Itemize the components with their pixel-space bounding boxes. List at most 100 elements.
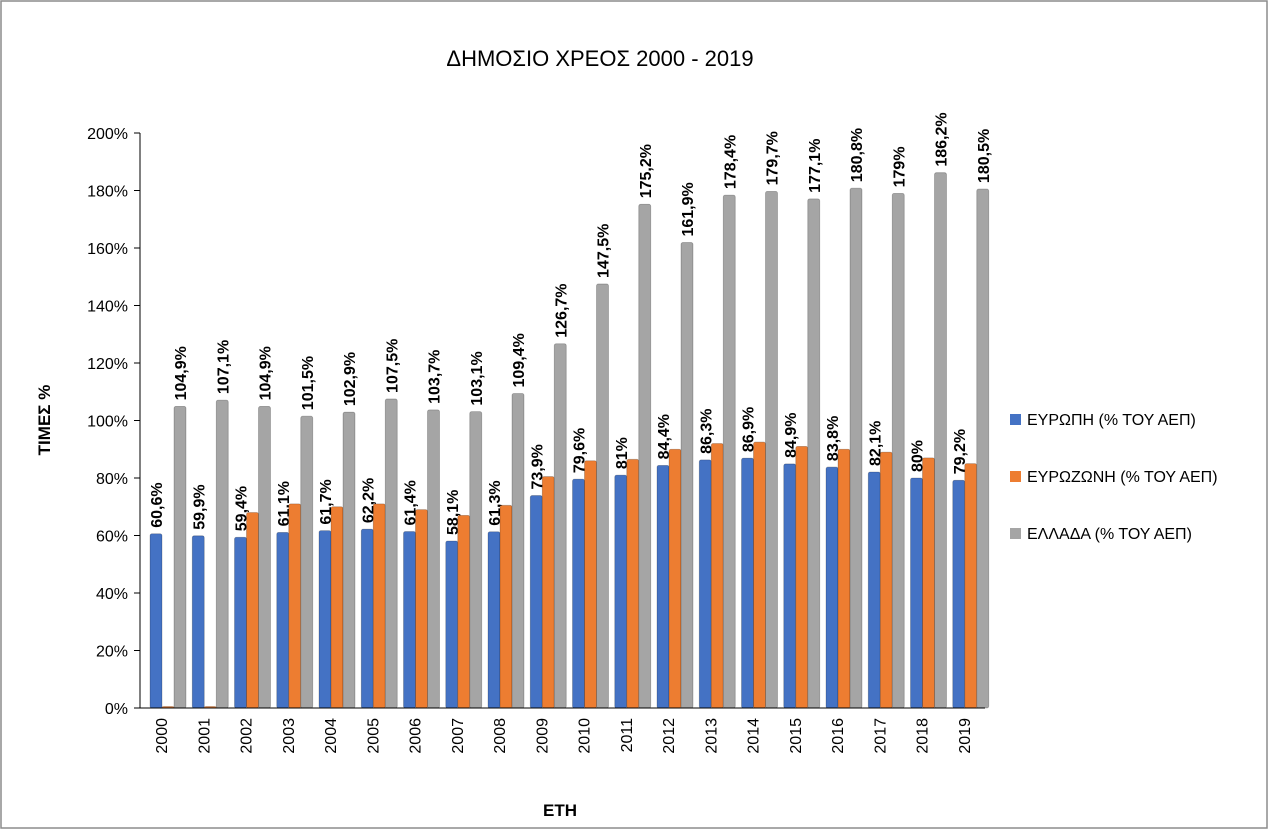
data-label: 126,7% [553,283,570,337]
x-tick-label: 2006 [408,718,425,754]
bar [457,514,471,709]
data-label: 86,9% [741,407,758,452]
bar [149,533,163,709]
bar [499,504,513,709]
data-label: 58,1% [445,490,462,535]
bar [445,540,459,709]
x-tick-label: 2018 [915,718,932,754]
bar [891,192,905,709]
x-tick-label: 2011 [619,718,636,753]
y-tick-label: 40% [96,586,128,603]
legend-label: ΕΥΡΩΠΗ (% ΤΟΥ ΑΕΠ) [1027,412,1196,429]
data-label: 103,1% [469,351,486,405]
x-tick-label: 2001 [196,718,213,754]
x-tick-label: 2012 [661,718,678,754]
data-label: 180,8% [849,128,866,182]
data-label: 59,9% [191,484,208,529]
bar [342,411,356,709]
bar [403,531,416,709]
data-label: 61,3% [487,480,504,525]
data-label: 109,4% [511,333,528,387]
bar [553,343,567,709]
data-label: 61,1% [276,481,293,526]
bar [934,172,947,709]
x-tick-label: 2017 [872,718,889,754]
x-tick-label: 2010 [577,718,594,754]
data-label: 61,4% [403,480,420,525]
bar [511,393,525,709]
bar [741,457,754,709]
bar [427,409,440,709]
bar [698,459,712,709]
data-label: 84,4% [656,414,673,459]
bar [584,460,597,709]
x-tick-label: 2016 [830,718,847,754]
x-tick-label: 2019 [957,718,974,754]
bar [952,479,966,709]
data-label: 179% [891,146,908,187]
x-tick-label: 2003 [281,718,298,754]
bar [626,458,640,709]
bar [879,451,893,709]
bar [191,535,205,709]
bar [318,530,332,709]
bar [300,415,314,709]
data-label: 59,4% [234,486,251,531]
data-label: 103,7% [427,350,444,404]
x-tick-label: 2008 [492,718,509,754]
bar [173,406,187,709]
x-tick-label: 2015 [788,718,805,754]
data-label: 180,5% [976,129,993,183]
bar [469,411,483,709]
y-tick-label: 0% [105,701,128,718]
bar [572,478,585,709]
y-tick-label: 200% [87,126,128,143]
y-tick-label: 80% [96,471,128,488]
legend-swatch [1010,471,1021,482]
data-label: 84,9% [783,413,800,458]
data-label: 104,9% [173,346,190,400]
data-label: 102,9% [342,352,359,406]
bar [246,512,259,709]
legend-label: ΕΥΡΩΖΩΝΗ (% ΤΟΥ ΑΕΠ) [1027,469,1218,486]
bar [910,477,923,709]
y-tick-label: 180% [87,184,128,201]
bar [330,506,344,709]
bar [710,443,724,709]
x-tick-label: 2007 [450,718,467,754]
data-label: 161,9% [680,182,697,236]
x-tick-label: 2014 [746,718,763,754]
y-tick-label: 20% [96,644,128,661]
y-axis-title: ΤΙΜΕΣ % [35,385,54,456]
bar [360,528,374,709]
bar [668,448,682,709]
data-label: 79,6% [572,428,589,473]
y-tick-label: 60% [96,529,128,546]
x-tick-label: 2000 [154,718,171,754]
bar [795,445,809,709]
data-label: 61,7% [318,479,335,524]
data-label: 79,2% [952,429,969,474]
data-label: 62,2% [360,478,377,523]
data-label: 186,2% [934,112,951,166]
bar [765,190,778,709]
x-tick-label: 2009 [534,718,551,754]
bar [541,476,555,709]
x-tick-label: 2005 [365,718,382,754]
y-tick-label: 160% [87,241,128,258]
bar [807,198,821,709]
bar [849,187,863,709]
x-tick-label: 2004 [323,718,340,754]
data-label: 73,9% [529,444,546,489]
bar [288,503,302,709]
data-label: 82,1% [867,421,884,466]
bar [922,457,935,709]
data-label: 83,8% [825,416,842,461]
x-tick-label: 2002 [239,718,256,754]
bar [234,536,247,709]
x-tick-label: 2013 [703,718,720,754]
y-tick-label: 120% [87,356,128,373]
bar [372,503,386,709]
bar [614,474,628,709]
